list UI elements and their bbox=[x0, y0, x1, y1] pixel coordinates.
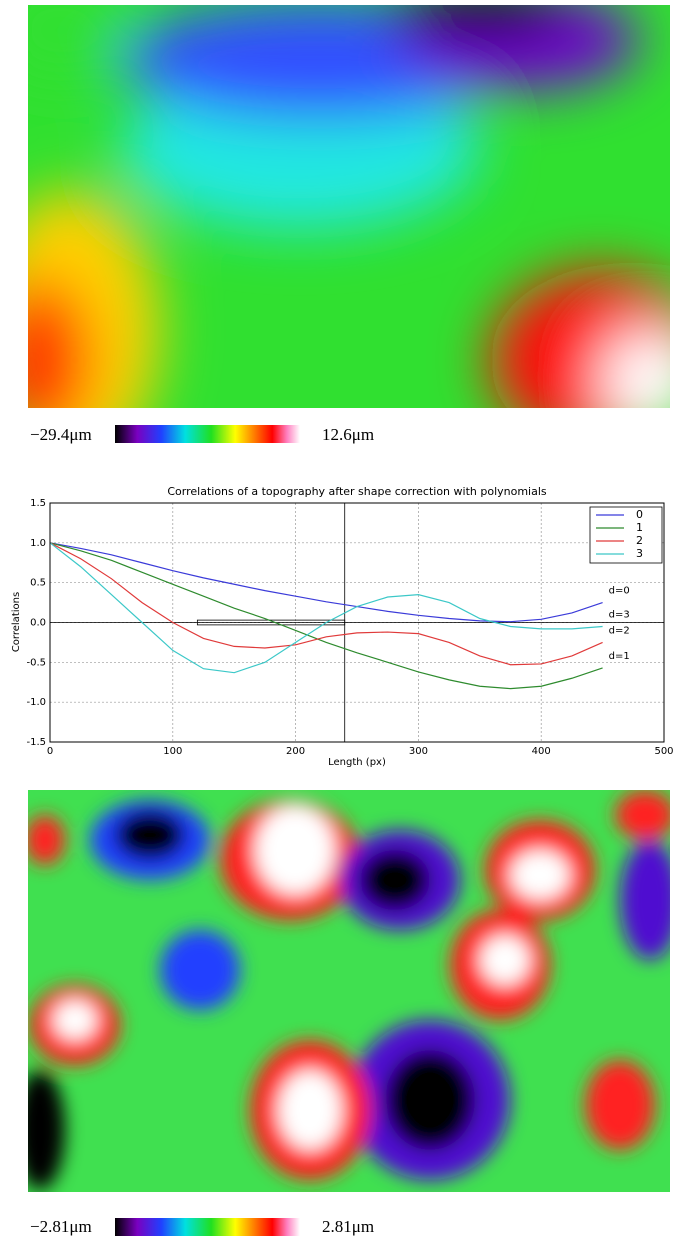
top-topography bbox=[28, 5, 670, 408]
legend-label: 0 bbox=[636, 508, 643, 521]
y-tick-label: -1.5 bbox=[26, 737, 46, 748]
legend-label: 1 bbox=[636, 521, 643, 534]
x-axis-label: Length (px) bbox=[328, 757, 386, 768]
legend-label: 2 bbox=[636, 534, 643, 547]
x-tick-label: 500 bbox=[654, 746, 673, 757]
y-tick-label: 1.0 bbox=[30, 538, 46, 549]
y-tick-label: 1.5 bbox=[30, 498, 46, 509]
line bbox=[49, 542, 603, 666]
y-tick-label: -0.5 bbox=[26, 657, 46, 668]
colorbar bbox=[115, 1218, 300, 1236]
legend-box bbox=[589, 506, 663, 564]
x-tick-label: 200 bbox=[286, 746, 305, 757]
colorbar-max: 12.6μm bbox=[322, 425, 374, 444]
x-tick-label: 0 bbox=[47, 746, 53, 757]
colorbar-max: 2.81μm bbox=[322, 1217, 374, 1236]
plot-frame bbox=[49, 502, 665, 743]
line bbox=[49, 542, 603, 690]
y-axis-label: Correlations bbox=[11, 592, 22, 652]
colorbar bbox=[115, 425, 300, 443]
end-label: d=3 bbox=[609, 609, 630, 620]
colorbar-min: −29.4μm bbox=[30, 425, 92, 444]
end-label: d=1 bbox=[609, 651, 630, 662]
end-label: d=2 bbox=[609, 625, 630, 636]
y-tick-label: -1.0 bbox=[26, 697, 46, 708]
colorbar-min: −2.81μm bbox=[30, 1217, 92, 1236]
line bbox=[49, 542, 603, 623]
x-tick-label: 100 bbox=[163, 746, 182, 757]
y-tick-label: 0.0 bbox=[30, 618, 46, 629]
reference-box bbox=[196, 619, 346, 626]
chart-title: Correlations of a topography after shape… bbox=[167, 485, 547, 498]
bottom-topography bbox=[28, 790, 670, 1192]
y-tick-label: 0.5 bbox=[30, 578, 46, 589]
line bbox=[49, 542, 603, 674]
x-tick-label: 300 bbox=[409, 746, 428, 757]
x-tick-label: 400 bbox=[532, 746, 551, 757]
end-label: d=0 bbox=[609, 586, 630, 597]
legend-label: 3 bbox=[636, 547, 643, 560]
